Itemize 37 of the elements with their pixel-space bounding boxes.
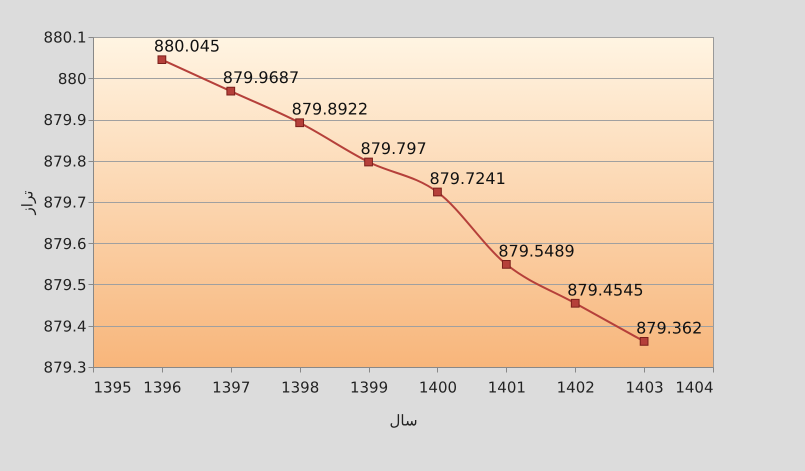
point (570, 298, 580, 308)
point (502, 260, 511, 269)
y-axis-title: تراز (18, 190, 37, 216)
y-tick-label: 879.5 (44, 276, 86, 294)
y-tick-label: 879.8 (44, 152, 86, 170)
data-label: 880.045 (154, 36, 220, 56)
y-tick-label: 879.7 (44, 194, 86, 212)
x-tick-label: 1404 (675, 378, 714, 396)
data-label: 879.8922 (292, 100, 368, 119)
data-label: 879.7241 (429, 169, 506, 188)
y-tick-label: 880 (58, 70, 86, 88)
data-label: 879.362 (636, 318, 702, 338)
x-tick-label: 1396 (143, 378, 182, 396)
data-label: 879.9687 (222, 68, 300, 88)
point (433, 188, 442, 196)
y-tick-label: 880.1 (44, 28, 86, 46)
x-tick-label: 1398 (281, 378, 320, 396)
y-tick-label: 879.9 (44, 111, 86, 129)
y-tick-label: 879.6 (44, 234, 86, 253)
data-label: 879.5489 (498, 241, 575, 260)
x-tick-label: 1401 (488, 378, 526, 396)
point (640, 337, 648, 346)
y-tick-label: 879.3 (44, 358, 86, 376)
x-tick-label: 1402 (556, 378, 595, 396)
x-tick-label: 1395 (94, 378, 132, 396)
x-tick-label: 1400 (418, 378, 458, 396)
point (295, 118, 304, 128)
x-tick-label: 1399 (350, 378, 388, 396)
point (158, 55, 166, 64)
point (364, 158, 373, 166)
x-tick-label: 1403 (626, 378, 664, 396)
x-axis-title: سال (389, 412, 418, 430)
point (226, 86, 236, 96)
data-label: 879.4545 (567, 280, 644, 300)
x-tick-label: 1397 (212, 378, 250, 396)
y-tick-label: 879.4 (44, 317, 86, 336)
data-label: 879.797 (360, 138, 427, 158)
